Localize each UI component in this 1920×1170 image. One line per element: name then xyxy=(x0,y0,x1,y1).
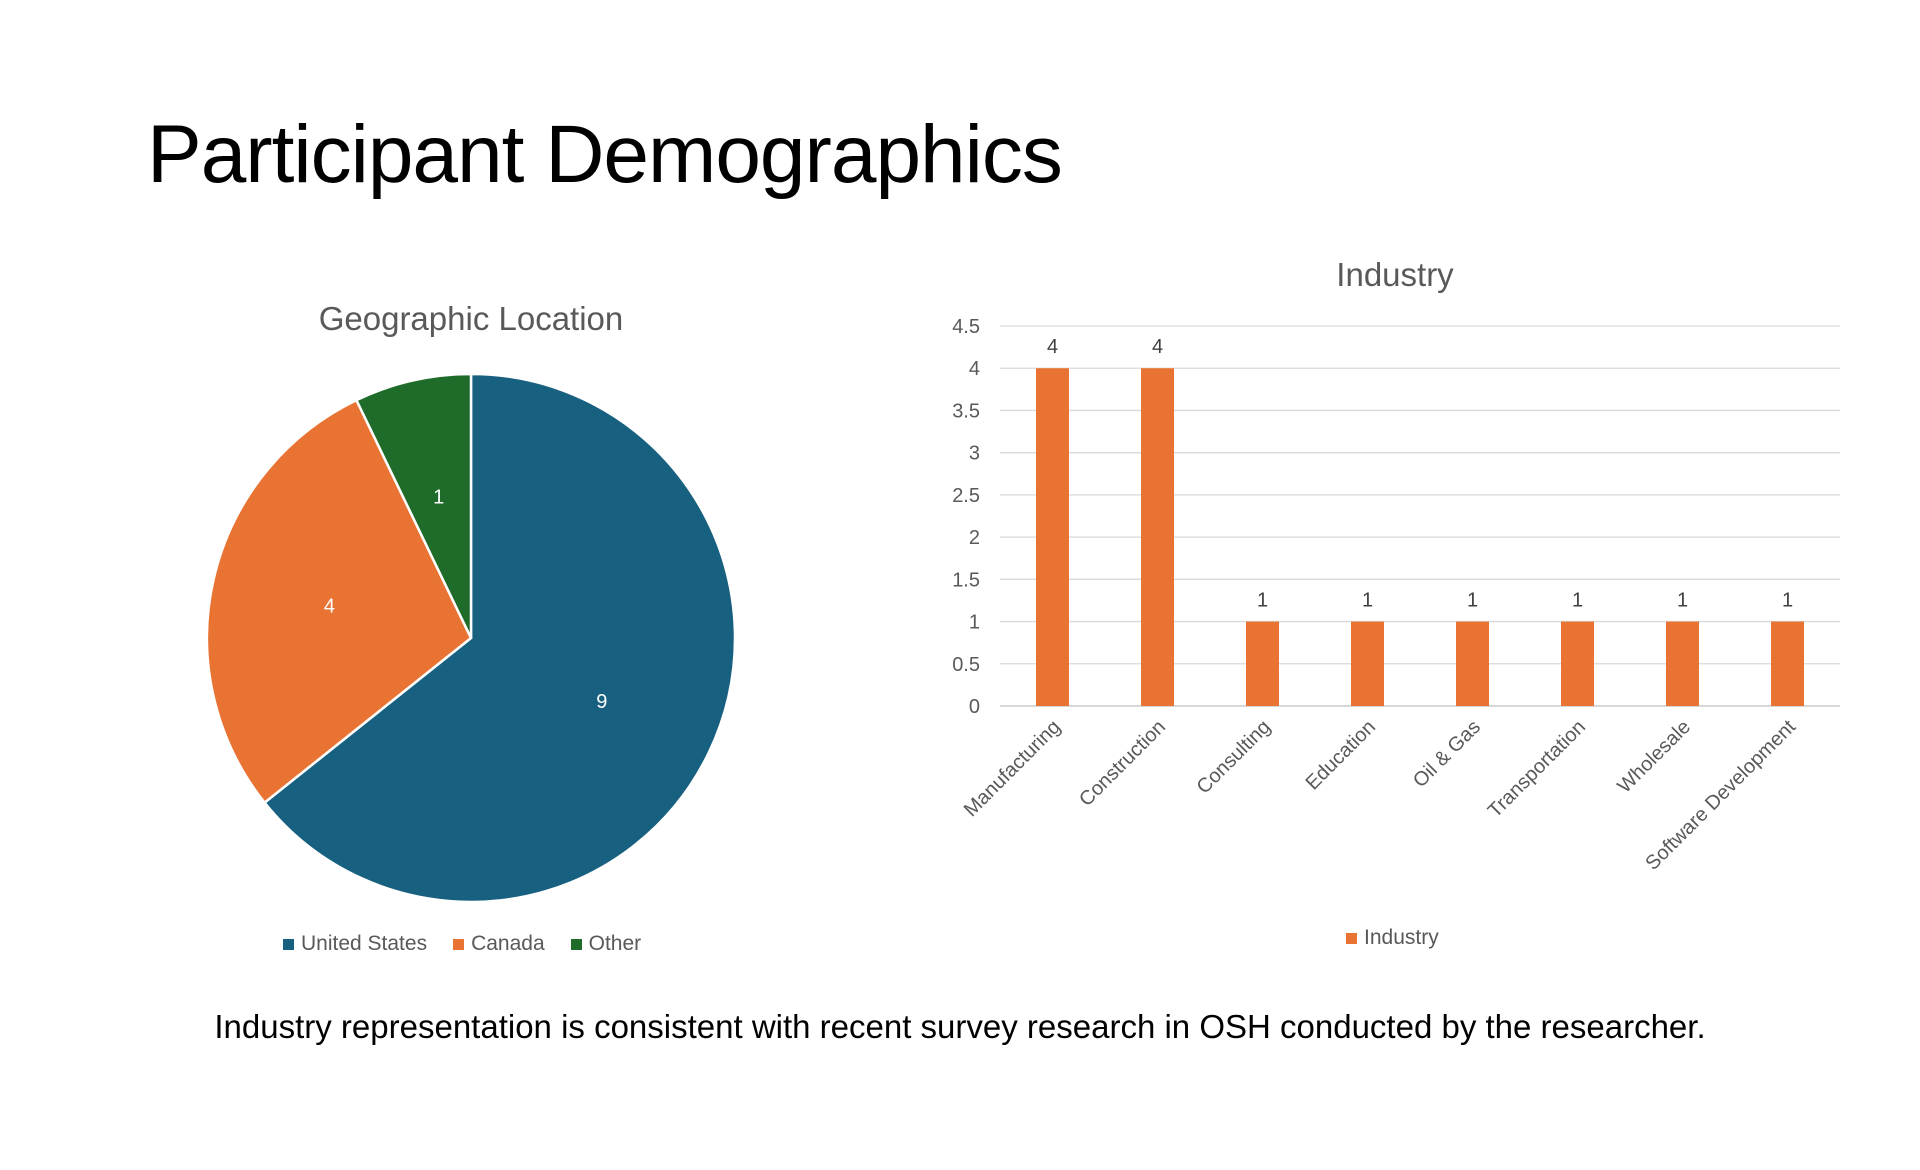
bar-education xyxy=(1351,621,1384,706)
footer-note: Industry representation is consistent wi… xyxy=(214,1008,1706,1045)
pie-legend-item-other: Other xyxy=(570,932,642,956)
pie-data-label-canada: 4 xyxy=(324,596,335,618)
bar-data-label-oil-and-gas: 1 xyxy=(1467,590,1478,612)
bar-data-label-education: 1 xyxy=(1362,590,1373,612)
bar-ytick-label: 2.5 xyxy=(952,485,980,507)
bar-ytick-label: 4.5 xyxy=(952,316,980,338)
bar-data-label-transportation: 1 xyxy=(1572,590,1583,612)
bar-data-label-consulting: 1 xyxy=(1257,590,1268,612)
bar-legend-swatch xyxy=(1346,932,1357,944)
bar-wholesale xyxy=(1666,621,1699,706)
bar-transportation xyxy=(1561,621,1594,706)
slide-title: Participant Demographics xyxy=(147,109,1063,200)
bar-ytick-label: 0 xyxy=(969,696,980,718)
bar-xtick-label-construction: Construction xyxy=(1075,716,1170,811)
bar-consulting xyxy=(1246,621,1279,706)
bar-chart-svg: Industry 0 0.5 1 1.5 2 2.5 3 3.5 4 4.5 4 4 1 1 1 1 1 1 M… xyxy=(952,256,1840,875)
bar-xtick-label-transportation: Transportation xyxy=(1484,716,1590,822)
bar-oil-and-gas xyxy=(1456,621,1489,706)
pie-chart-svg: Geographic Location 9 4 1 xyxy=(205,300,737,904)
bar-xtick-label-manufacturing: Manufacturing xyxy=(960,716,1065,821)
bar-data-label-software-development: 1 xyxy=(1782,590,1793,612)
bar-ytick-label: 2 xyxy=(969,527,980,549)
bar-ytick-label: 3.5 xyxy=(952,400,980,422)
pie-slice-canada xyxy=(205,398,473,805)
pie-legend-label: United States xyxy=(301,932,428,955)
bar-xtick-label-wholesale: Wholesale xyxy=(1613,716,1695,798)
pie-data-label-united-states: 9 xyxy=(596,691,607,713)
pie-legend-label: Other xyxy=(588,932,642,955)
pie-data-label-other: 1 xyxy=(433,486,444,508)
bar-data-label-construction: 4 xyxy=(1152,336,1163,358)
bar-data-label-manufacturing: 4 xyxy=(1047,336,1058,358)
bar-construction xyxy=(1141,368,1174,706)
bar-chart-title: Industry xyxy=(1336,256,1454,293)
bar-data-label-wholesale: 1 xyxy=(1677,590,1688,612)
pie-legend-label: Canada xyxy=(471,932,545,955)
bar-chart-legend: Industry xyxy=(1346,926,1439,950)
bar-ytick-label: 3 xyxy=(969,443,980,465)
bar-xtick-label-consulting: Consulting xyxy=(1193,716,1275,798)
bar-xtick-label-oil-and-gas: Oil & Gas xyxy=(1409,716,1485,792)
bar-legend-label: Industry xyxy=(1364,926,1439,949)
pie-slice-united-states xyxy=(262,372,737,904)
pie-legend-swatch xyxy=(283,938,294,950)
pie-legend-item-canada: Canada xyxy=(453,932,545,956)
bar-ytick-label: 0.5 xyxy=(952,654,980,676)
pie-chart-title: Geographic Location xyxy=(319,300,624,337)
bar-legend-item-industry: Industry xyxy=(1346,926,1439,950)
bar-software-development xyxy=(1771,621,1804,706)
pie-legend-swatch xyxy=(453,938,465,950)
pie-slice-other xyxy=(354,372,473,639)
bar-ytick-label: 1 xyxy=(969,612,980,634)
pie-chart-legend: United States Canada Other xyxy=(283,932,641,956)
bar-ytick-label: 1.5 xyxy=(952,569,980,591)
bar-xtick-label-education: Education xyxy=(1302,716,1380,794)
bar-ytick-label: 4 xyxy=(969,358,980,380)
pie-legend-item-united-states: United States xyxy=(283,932,427,956)
pie-legend-swatch xyxy=(570,938,582,950)
bar-manufacturing xyxy=(1036,368,1069,706)
